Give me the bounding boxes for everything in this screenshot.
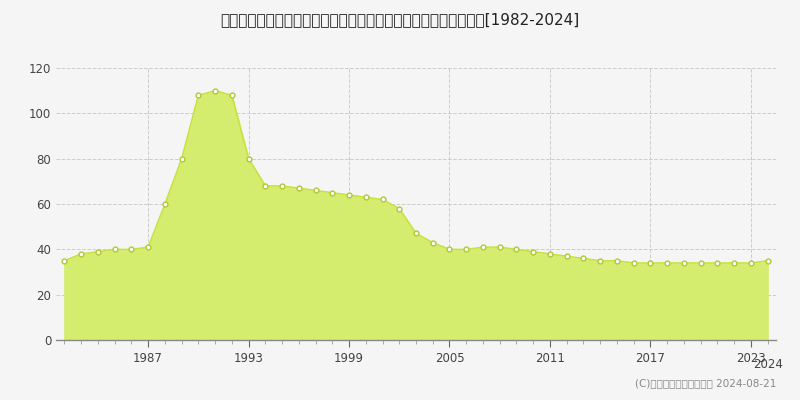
Text: 2024: 2024 [753, 358, 782, 371]
Text: 大阪府枚方市春日東町２丁目３６３番５外　地価公示　地価推移[1982-2024]: 大阪府枚方市春日東町２丁目３６３番５外 地価公示 地価推移[1982-2024] [220, 12, 580, 27]
Text: (C)土地価格ドットコム　 2024-08-21: (C)土地価格ドットコム 2024-08-21 [634, 378, 776, 388]
